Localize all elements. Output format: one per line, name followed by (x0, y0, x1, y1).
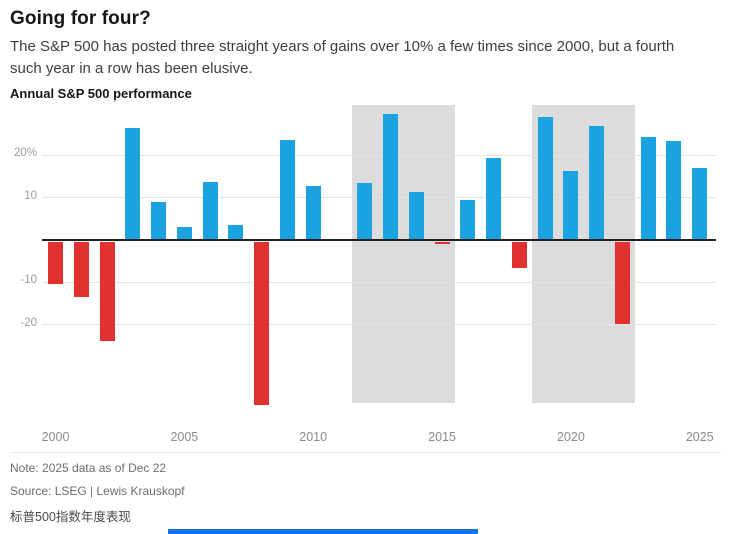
bar-2017 (486, 157, 502, 240)
page-title: Going for four? (10, 8, 151, 29)
bar-2001 (73, 241, 89, 297)
bottom-progress-strip (168, 529, 478, 534)
bar-2004 (151, 201, 167, 240)
bar-2008 (254, 241, 270, 405)
x-axis-label: 2000 (41, 430, 70, 444)
bar-2007 (228, 225, 244, 240)
y-axis-label: 20% (13, 147, 37, 160)
footer-divider (10, 452, 721, 453)
bar-2018 (511, 241, 527, 268)
bar-2019 (537, 117, 553, 240)
y-axis-label: -10 (20, 274, 37, 287)
bar-chart: 20% 10 -10 -20 2000 2005 2010 2015 2020 2025 (0, 105, 731, 452)
bar-2006 (202, 182, 218, 240)
bar-2009 (279, 140, 295, 240)
bar-2016 (460, 199, 476, 240)
bar-2014 (408, 191, 424, 240)
x-axis-label: 2015 (428, 430, 456, 444)
gridline (42, 197, 716, 199)
bar-2015 (434, 241, 450, 245)
gridline (42, 154, 716, 156)
bar-2005 (176, 227, 192, 240)
x-axis-label: 2025 (685, 430, 714, 444)
gridline (42, 324, 716, 326)
bar-2020 (563, 170, 579, 240)
subtitle: The S&P 500 has posted three straight ye… (10, 38, 675, 77)
bar-2003 (125, 128, 141, 240)
x-axis-label: 2020 (556, 430, 585, 444)
chart-title: Annual S&P 500 performance (10, 86, 192, 101)
bar-2024 (666, 141, 682, 240)
bar-2002 (99, 241, 115, 341)
x-axis-label: 2010 (299, 430, 328, 444)
source-text: Source: LSEG | Lewis Krauskopf (10, 484, 185, 498)
bar-2025 (692, 167, 708, 240)
note-text: Note: 2025 data as of Dec 22 (10, 461, 167, 475)
bar-2010 (305, 185, 321, 240)
y-axis-label: -20 (20, 316, 37, 329)
bar-2022 (614, 241, 630, 324)
bar-2023 (640, 137, 656, 240)
bar-2000 (48, 241, 63, 285)
bar-2012 (357, 183, 373, 240)
y-axis-label: 10 (24, 189, 37, 202)
zero-axis-line (42, 239, 716, 241)
chinese-caption: 标普500指数年度表现 (10, 510, 131, 524)
bar-2021 (589, 125, 605, 240)
highlight-band-2012-2015 (351, 105, 455, 403)
gridline (42, 281, 716, 283)
x-axis-label: 2005 (170, 430, 199, 444)
bar-2013 (383, 114, 398, 240)
